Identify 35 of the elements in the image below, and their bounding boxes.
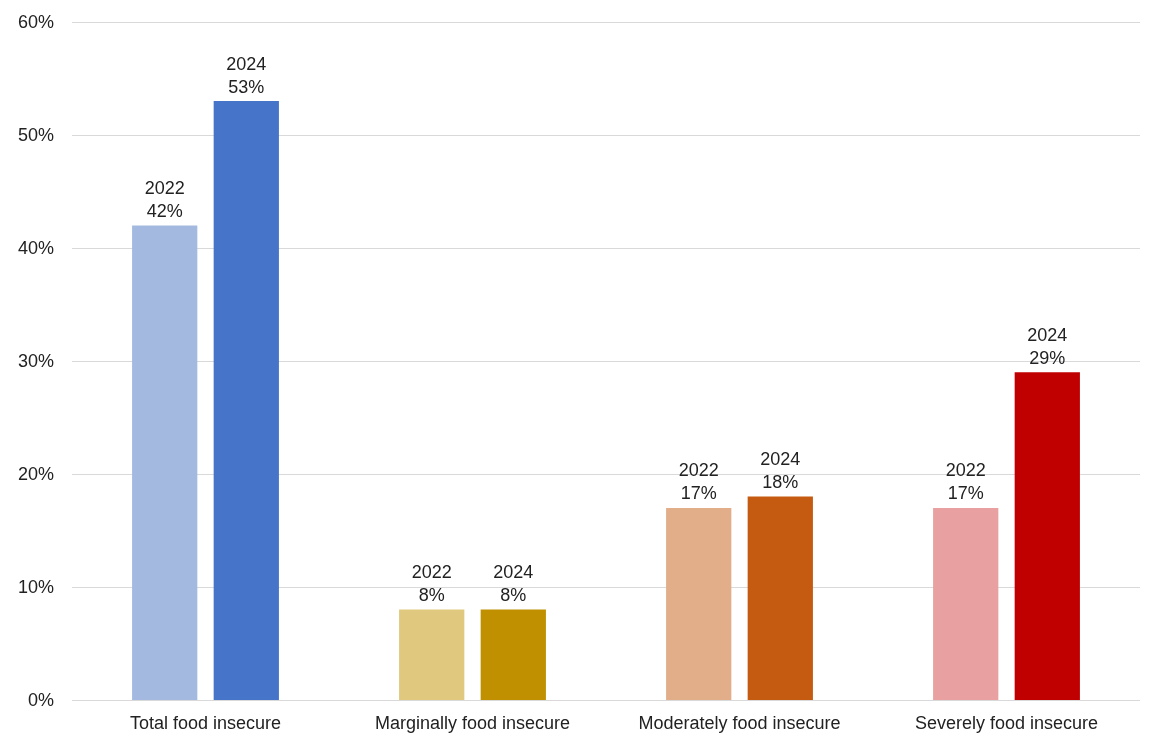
bar [399,609,465,700]
bar [480,609,546,700]
x-tick-label: Marginally food insecure [374,713,571,733]
data-label: 29% [1029,347,1066,368]
data-label: 17% [947,483,984,504]
text: 2024 [760,449,801,470]
bar [1014,372,1080,700]
bar [933,507,999,700]
data-label: 17% [680,483,717,504]
data-label: 8% [500,585,527,606]
bar [213,101,279,700]
data-label: 42% [146,200,183,221]
x-tick-label: Total food insecure [129,713,282,733]
text: 2022 [945,460,986,481]
text: 2024 [1027,324,1068,345]
y-tick-label: 50% [17,125,54,145]
text: 2022 [411,562,452,583]
text: 2022 [678,460,719,481]
data-label: 18% [762,472,799,493]
x-tick-label: Severely food insecure [914,713,1099,733]
data-label: 53% [228,76,265,97]
series-label: 2024 [226,53,267,74]
bar [132,225,198,700]
x-tick-label: Moderately food insecure [638,713,841,733]
bar [666,507,732,700]
y-tick-label: 30% [17,351,54,371]
series-label: 2022 [144,177,185,198]
text: 2024 [493,562,534,583]
y-tick-label: 10% [17,577,54,597]
bar [747,496,813,700]
y-tick-label: 40% [17,238,54,258]
data-label: 8% [418,585,445,606]
y-tick-label: 20% [17,464,54,484]
y-tick-label: 60% [17,12,54,32]
y-tick-label: 0% [27,690,54,710]
